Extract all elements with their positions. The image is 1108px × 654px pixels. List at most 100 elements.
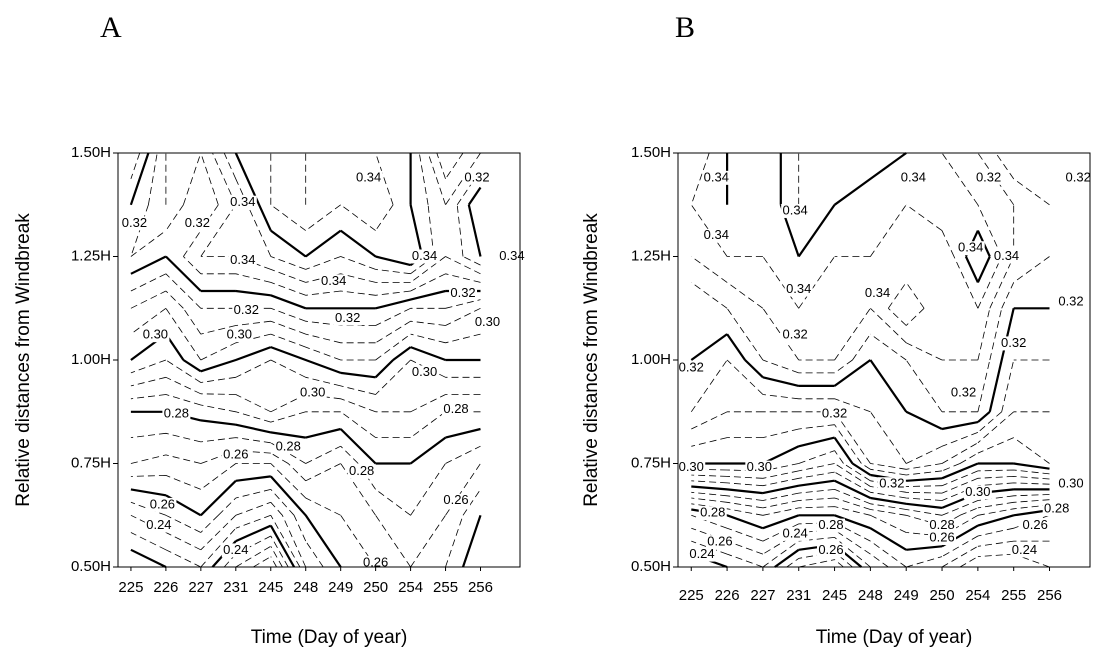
contour-label-bg <box>781 203 810 218</box>
contour-label-bg <box>928 518 957 533</box>
contour-label: 0.34 <box>356 169 381 184</box>
contour-line <box>130 489 324 568</box>
contour-label-bg <box>463 170 492 185</box>
contour-label-bg <box>702 228 731 243</box>
contour-line <box>130 290 481 344</box>
y-tick-label: 1.50H <box>631 144 671 161</box>
contour-line <box>691 424 1050 476</box>
contour-label: 0.32 <box>335 310 360 325</box>
contour-label: 0.26 <box>707 534 732 549</box>
y-axis-label: Relative distances from Windbreak <box>13 213 34 507</box>
contour-line <box>690 359 1050 464</box>
x-axis-label: Time (Day of year) <box>816 627 973 648</box>
contour-label: 0.26 <box>818 542 843 557</box>
contour-label: 0.34 <box>499 248 524 263</box>
contour-label: 0.34 <box>782 202 807 217</box>
contour-label: 0.34 <box>230 252 255 267</box>
contour-label-bg <box>949 386 978 401</box>
contour-label: 0.32 <box>1066 169 1091 184</box>
contour-line <box>690 307 1050 431</box>
x-tick-label: 248 <box>858 587 883 604</box>
grid-cell <box>745 179 781 231</box>
grid-cell <box>428 541 463 567</box>
contour-line <box>691 514 1050 568</box>
contour-label: 0.34 <box>704 169 729 184</box>
contour-label-bg <box>1010 543 1039 558</box>
contour-label: 0.30 <box>227 327 252 342</box>
grid-cell <box>924 282 960 334</box>
contour-label: 0.28 <box>929 517 954 532</box>
contour-label: 0.28 <box>818 517 843 532</box>
contour-line <box>798 153 800 205</box>
panel-label: B <box>675 11 695 44</box>
contour-label-bg <box>705 535 734 550</box>
contour-label: 0.32 <box>951 385 976 400</box>
contour-label-bg <box>120 216 149 231</box>
contour-line <box>130 333 481 379</box>
contour-label-bg <box>183 216 212 231</box>
contour-label-bg <box>781 526 810 541</box>
contour-line <box>130 475 482 568</box>
grid-cell <box>323 541 358 567</box>
x-tick-label: 225 <box>679 587 704 604</box>
contour-label: 0.24 <box>782 525 807 540</box>
contour-label-bg <box>1021 518 1050 533</box>
contour-label-bg <box>148 497 177 512</box>
grid-cell <box>673 179 709 231</box>
contour-label-bg <box>1057 477 1086 492</box>
grid-cell <box>781 541 817 567</box>
grid-cell <box>148 541 183 567</box>
contour-label: 0.32 <box>1001 335 1026 350</box>
contour-label: 0.32 <box>782 327 807 342</box>
contour-line <box>690 152 1003 326</box>
x-tick-label: 255 <box>1001 587 1026 604</box>
contour-line <box>270 152 394 231</box>
contour-label-bg <box>702 170 731 185</box>
contour-line <box>691 497 1050 526</box>
grid-cell <box>1032 153 1068 179</box>
x-tick-label: 226 <box>153 579 178 596</box>
contour-label-bg <box>319 274 348 289</box>
contour-label-bg <box>816 518 845 533</box>
contour-label-bg <box>745 460 774 475</box>
contour-label-bg <box>820 406 849 421</box>
contour-line <box>305 153 307 205</box>
contour-label-bg <box>228 195 257 210</box>
grid-cell <box>888 231 924 283</box>
contour-label-bg <box>361 555 390 570</box>
grid-cell <box>745 153 781 179</box>
x-tick-label: 249 <box>894 587 919 604</box>
contour-label-bg <box>141 328 170 343</box>
contour-label-bg <box>144 518 173 533</box>
x-tick-label: 248 <box>293 579 318 596</box>
grid-cell <box>924 153 960 179</box>
contour-label-bg <box>449 286 478 301</box>
contour-label: 0.32 <box>464 169 489 184</box>
contour-label: 0.32 <box>822 405 847 420</box>
contour-label: 0.28 <box>349 463 374 478</box>
contour-label: 0.32 <box>1058 293 1083 308</box>
y-tick-label: 1.00H <box>71 351 111 368</box>
contour-label: 0.34 <box>901 169 926 184</box>
grid-cell <box>817 153 853 179</box>
contour-label-bg <box>963 485 992 500</box>
contour-label-bg <box>677 361 706 376</box>
contour-label-bg <box>221 543 250 558</box>
contour-label-bg <box>225 328 254 343</box>
contour-label: 0.30 <box>475 314 500 329</box>
contour-label: 0.32 <box>450 285 475 300</box>
contour-line <box>691 463 1050 494</box>
grid-cell <box>393 541 428 567</box>
y-tick-label: 0.75H <box>71 454 111 471</box>
contour-label: 0.26 <box>1023 517 1048 532</box>
contour-label: 0.32 <box>185 215 210 230</box>
contour-label: 0.28 <box>164 405 189 420</box>
contour-line <box>691 479 1050 509</box>
y-axis-label: Relative distances from Windbreak <box>581 213 602 507</box>
contour-label: 0.28 <box>700 505 725 520</box>
y-tick-label: 1.25H <box>71 247 111 264</box>
contour-label: 0.34 <box>321 273 346 288</box>
x-tick-label: 231 <box>223 579 248 596</box>
contour-label: 0.24 <box>1012 542 1037 557</box>
